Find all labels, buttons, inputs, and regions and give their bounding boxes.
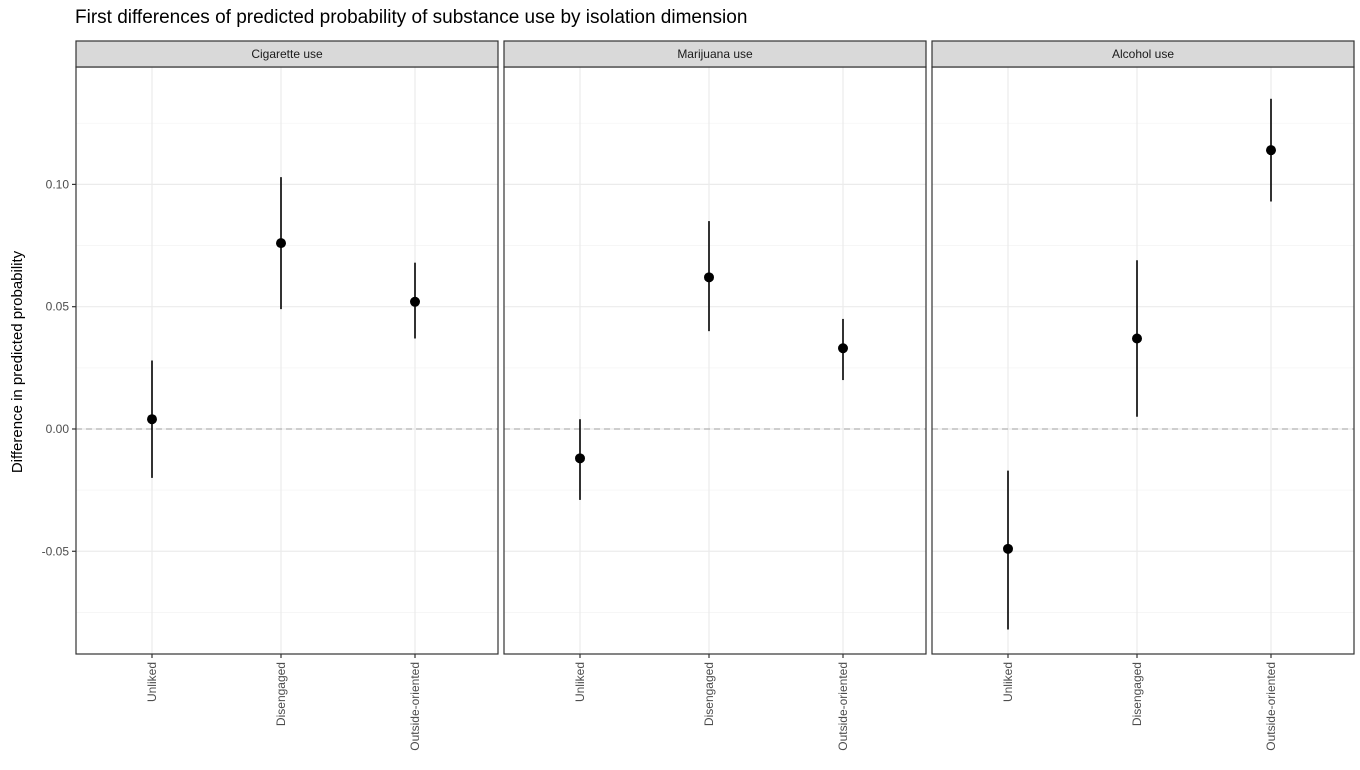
x-tick-label: Unliked [573, 662, 587, 702]
panel-0: Cigarette use Unliked Disengaged Outside-or… [75, 40, 499, 751]
facet-strip [503, 40, 927, 68]
x-tick-label: Disengaged [1130, 662, 1144, 726]
y-axis-label: Difference in predicted probability [9, 250, 26, 473]
panel-background [932, 67, 1354, 654]
facet-strip [931, 40, 1355, 68]
panel-1: Marijuana use Unliked Disengaged Outside-or… [503, 40, 927, 751]
estimate-point [1266, 145, 1276, 156]
facet-strip [75, 40, 499, 68]
y-tick-label: -0.05 [42, 544, 70, 558]
facet-strip-label: Alcohol use [1112, 47, 1174, 61]
x-tick-label: Disengaged [274, 662, 288, 726]
y-tick-label: 0.05 [46, 300, 70, 314]
y-tick-label: 0.10 [46, 177, 70, 191]
x-tick-label: Outside-oriented [408, 662, 422, 751]
x-tick-label: Outside-oriented [836, 662, 850, 751]
estimate-point [276, 238, 286, 249]
facet-strip-label: Marijuana use [677, 47, 753, 61]
estimate-point [147, 414, 157, 425]
y-axis: -0.05 0.00 0.05 0.10 [42, 177, 76, 558]
x-tick-label: Outside-oriented [1264, 662, 1278, 751]
chart-title: First differences of predicted probabili… [75, 7, 747, 28]
y-tick-label: 0.00 [46, 422, 70, 436]
panel-2: Alcohol use Unliked Disengaged Outside-orie… [931, 40, 1355, 751]
estimate-point [410, 296, 420, 307]
estimate-point [575, 453, 585, 464]
estimate-point [704, 272, 714, 283]
estimate-point [838, 343, 848, 354]
panel-background [504, 67, 926, 654]
x-tick-label: Unliked [1001, 662, 1015, 702]
estimate-point [1003, 543, 1013, 554]
panel-background [76, 67, 498, 654]
facet-panels: Cigarette use Unliked Disengaged Outside-or… [75, 40, 1355, 751]
x-tick-label: Disengaged [702, 662, 716, 726]
estimate-point [1132, 333, 1142, 344]
x-tick-label: Unliked [145, 662, 159, 702]
facet-strip-label: Cigarette use [251, 47, 323, 61]
